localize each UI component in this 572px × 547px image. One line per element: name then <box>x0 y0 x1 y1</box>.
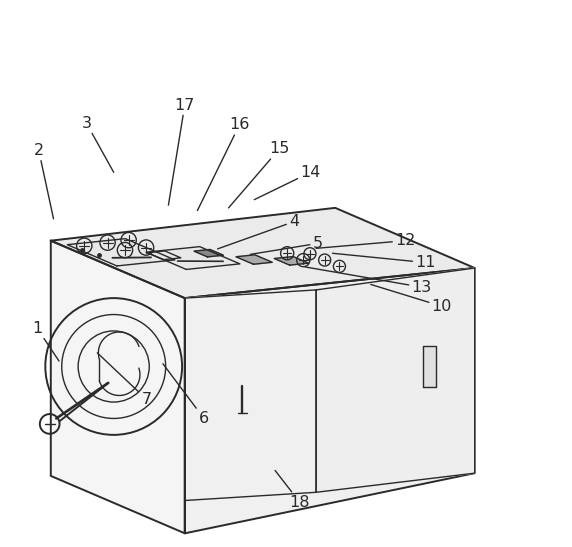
Text: 11: 11 <box>332 253 436 270</box>
Text: 14: 14 <box>255 165 321 200</box>
Text: 3: 3 <box>81 115 114 172</box>
Text: 2: 2 <box>34 143 54 219</box>
Text: 15: 15 <box>229 141 289 208</box>
Text: 13: 13 <box>305 267 432 295</box>
Text: 1: 1 <box>32 321 59 361</box>
Polygon shape <box>316 268 475 492</box>
Polygon shape <box>236 255 272 264</box>
Polygon shape <box>185 268 475 533</box>
Text: 4: 4 <box>217 214 299 249</box>
Text: 6: 6 <box>163 364 209 426</box>
Text: 18: 18 <box>275 470 310 510</box>
Polygon shape <box>51 208 475 298</box>
Text: 16: 16 <box>197 117 250 211</box>
Polygon shape <box>423 346 436 387</box>
Polygon shape <box>51 241 185 533</box>
Text: 5: 5 <box>251 236 323 254</box>
Text: 10: 10 <box>371 284 452 314</box>
Polygon shape <box>67 238 175 266</box>
Polygon shape <box>146 247 240 270</box>
Polygon shape <box>194 249 224 257</box>
Text: 7: 7 <box>97 353 152 407</box>
Polygon shape <box>274 257 308 265</box>
Text: 17: 17 <box>168 97 195 205</box>
Text: 12: 12 <box>316 233 415 248</box>
Polygon shape <box>148 251 181 260</box>
Polygon shape <box>185 290 316 501</box>
